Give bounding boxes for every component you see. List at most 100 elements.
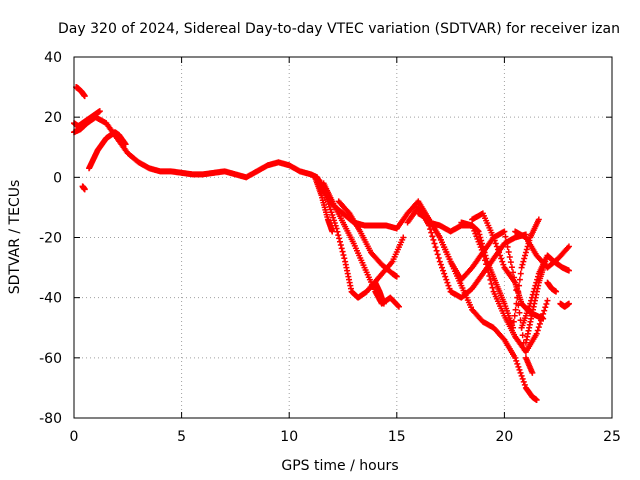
data-point [337, 242, 344, 249]
data-point [482, 252, 489, 259]
x-tick-label: 15 [388, 429, 406, 445]
trace-main [71, 114, 400, 232]
y-tick-label: 40 [44, 50, 62, 66]
data-point [380, 300, 387, 307]
data-point [564, 244, 571, 251]
data-point [565, 300, 572, 307]
data-point [512, 354, 519, 361]
data-point [442, 273, 449, 280]
data-point [516, 366, 523, 373]
data-point [329, 228, 336, 235]
data-point [500, 261, 507, 268]
data-point [478, 237, 485, 244]
trace-arch-a [393, 198, 540, 403]
data-point [341, 255, 348, 262]
data-point [429, 233, 436, 240]
data-point [534, 327, 541, 334]
data-point [519, 332, 526, 339]
trace-mid-start [71, 108, 103, 130]
data-point [333, 225, 340, 232]
data-point [81, 186, 88, 193]
data-point [339, 248, 346, 255]
data-point [489, 284, 496, 291]
data-point [516, 282, 523, 289]
data-point [443, 276, 450, 283]
data-point [491, 237, 498, 244]
data-point [490, 234, 497, 241]
data-point [428, 229, 435, 236]
trace-lower-d [372, 279, 387, 307]
data-point [480, 246, 487, 253]
data-point [496, 249, 503, 256]
data-point [516, 276, 523, 283]
data-point [438, 264, 445, 271]
data-point [476, 231, 483, 238]
data-point [479, 240, 486, 247]
x-tick-label: 20 [495, 429, 513, 445]
data-point [334, 228, 341, 235]
data-point [441, 270, 448, 277]
data-point [565, 267, 572, 274]
data-point [515, 363, 522, 370]
data-point [498, 255, 505, 262]
data-point [336, 238, 343, 245]
data-point [481, 249, 488, 256]
trace-late-e [557, 300, 572, 310]
data-point [479, 243, 486, 250]
trace-drop-a [312, 174, 336, 235]
x-tick-label: 25 [603, 429, 621, 445]
data-point [502, 233, 509, 240]
data-point [432, 244, 439, 251]
data-point [395, 302, 402, 309]
data-point [504, 243, 511, 250]
data-point [521, 381, 528, 388]
trace-arch-d [415, 210, 536, 376]
data-point [497, 252, 504, 259]
data-point [494, 246, 501, 253]
data-point [529, 369, 536, 376]
data-point [511, 312, 518, 319]
data-point [499, 258, 506, 265]
data-point [519, 261, 526, 268]
data-point [431, 240, 438, 247]
x-tick-label: 5 [177, 429, 186, 445]
x-axis-label: GPS time / hours [281, 458, 398, 474]
x-tick-label: 10 [280, 429, 298, 445]
data-point [400, 234, 407, 241]
data-point [395, 303, 402, 310]
trace-upper-start [73, 84, 88, 100]
data-point [440, 267, 447, 274]
data-point [565, 243, 572, 250]
data-point [533, 330, 540, 337]
data-point [543, 300, 550, 307]
data-point [434, 251, 441, 258]
data-point [501, 228, 508, 235]
data-point [345, 209, 352, 216]
data-point [513, 357, 520, 364]
data-point [544, 297, 551, 304]
data-point [519, 375, 526, 382]
data-point [510, 324, 517, 331]
data-point [435, 254, 442, 261]
trace-outlier [79, 183, 88, 193]
data-point [518, 372, 525, 379]
trace-drop-c [320, 180, 402, 310]
data-point [433, 247, 440, 254]
data-point [444, 279, 451, 286]
data-point [500, 335, 507, 342]
data-point [508, 264, 515, 271]
data-point [493, 243, 500, 250]
data-point [514, 360, 521, 367]
data-point [506, 254, 513, 261]
data-point [436, 258, 443, 265]
data-point [338, 245, 345, 252]
data-point [523, 246, 530, 253]
data-point [542, 258, 549, 265]
data-point [393, 273, 400, 280]
y-tick-label: -20 [39, 231, 62, 247]
data-point [518, 264, 525, 271]
data-point [512, 306, 519, 313]
y-tick-label: 20 [44, 110, 62, 126]
data-point [488, 280, 495, 287]
